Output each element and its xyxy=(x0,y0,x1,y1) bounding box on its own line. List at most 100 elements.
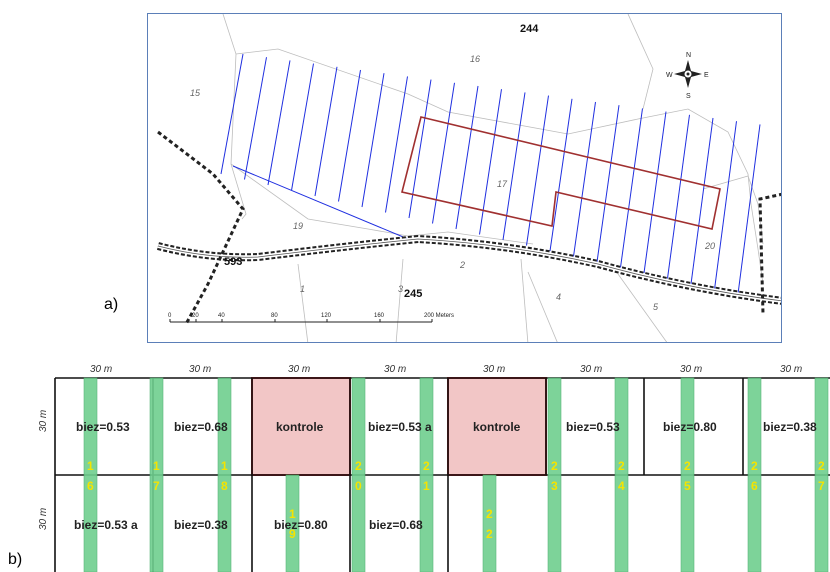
sample-strip xyxy=(149,377,164,572)
sample-strip xyxy=(747,377,762,572)
cultivation-strip-line xyxy=(244,57,267,180)
grid-lines xyxy=(54,377,830,572)
cultivation-strip-line xyxy=(361,73,385,208)
parcel-number-3: 3 xyxy=(398,284,403,294)
cultivation-strip-line xyxy=(267,60,291,186)
sample-strips xyxy=(83,377,829,572)
strip-number: 1 xyxy=(423,479,430,493)
plot-label: biez=0.38 xyxy=(174,518,228,532)
sample-strip xyxy=(217,377,232,572)
plot-label: biez=0.53 a xyxy=(368,420,432,434)
parcel-number-20: 20 xyxy=(704,241,715,251)
row-height-labels: 30 m 30 m xyxy=(38,410,49,530)
column-width-label: 30 m xyxy=(90,364,112,375)
strip-number: 4 xyxy=(618,479,625,493)
strip-number: 7 xyxy=(153,479,160,493)
strip-number: 3 xyxy=(551,479,558,493)
control-plot-2 xyxy=(447,377,547,476)
panel-label-a: a) xyxy=(104,296,119,313)
sample-strip xyxy=(351,377,366,572)
strip-numbers: 1 6 1 7 1 8 1 9 2 0 2 1 2 2 2 3 2 4 2 5 2 6 2 7 xyxy=(87,459,825,541)
cultivation-strip-line xyxy=(667,114,690,279)
sample-strip xyxy=(285,474,300,572)
strip-number: 2 xyxy=(618,459,625,473)
parcel-number-244: 244 xyxy=(520,23,539,35)
scale-tick-label: 0 xyxy=(168,313,172,319)
strip-number: 6 xyxy=(87,479,94,493)
cultivation-strip-line xyxy=(620,108,643,268)
cultivation-strip-line xyxy=(643,111,667,274)
strip-number: 2 xyxy=(751,459,758,473)
parcel-number-245: 245 xyxy=(404,288,422,300)
column-width-label: 30 m xyxy=(384,364,406,375)
strip-number: 2 xyxy=(551,459,558,473)
plot-label: biez=0.53 a xyxy=(74,518,138,532)
strip-number: 1 xyxy=(153,459,160,473)
plot-label: biez=0.53 xyxy=(76,420,130,434)
plot-label: biez=0.80 xyxy=(274,518,328,532)
scale-tick-label: 120 xyxy=(321,313,332,319)
strip-number: 1 xyxy=(221,459,228,473)
strip-number: 7 xyxy=(818,479,825,493)
road-branch-left xyxy=(157,130,245,325)
parcel-number-16: 16 xyxy=(470,54,480,64)
plot-label: biez=0.68 xyxy=(369,518,423,532)
compass-n: N xyxy=(686,52,691,59)
road-branch-right xyxy=(758,192,781,315)
plot-label: biez=0.38 xyxy=(763,420,817,434)
row-height-label: 30 m xyxy=(38,410,49,432)
parcel-number-17: 17 xyxy=(497,179,508,189)
parcel-number-2: 2 xyxy=(459,260,465,270)
column-width-label: 30 m xyxy=(189,364,211,375)
compass-e: E xyxy=(704,72,709,79)
cultivation-strips xyxy=(220,53,761,295)
scale-tick-label: 160 xyxy=(374,313,385,319)
column-width-label: 30 m xyxy=(483,364,505,375)
plot-label: kontrole xyxy=(473,420,521,434)
sample-strip xyxy=(680,377,695,572)
strip-number: 2 xyxy=(423,459,430,473)
sample-strip xyxy=(419,377,434,572)
parcel-number-19: 19 xyxy=(293,221,303,231)
cultivation-strip-line xyxy=(291,63,314,191)
strip-number: 5 xyxy=(684,479,691,493)
strip-number: 9 xyxy=(289,527,296,541)
strip-number: 2 xyxy=(486,507,493,521)
row-height-label: 30 m xyxy=(38,508,49,530)
map-canvas: 244 16 15 17 19 20 593 245 1 3 2 4 5 N S… xyxy=(156,14,781,342)
strip-number: 2 xyxy=(355,459,362,473)
parcel-number-5: 5 xyxy=(653,302,659,312)
scale-tick-label: 40 xyxy=(218,313,225,319)
scale-bar: 0 20 40 80 120 160 200 Meters xyxy=(168,313,454,323)
plot-label: biez=0.68 xyxy=(174,420,228,434)
column-width-label: 30 m xyxy=(580,364,602,375)
sample-strip xyxy=(814,377,829,572)
cultivation-strip-line xyxy=(385,76,408,213)
control-plot-outline xyxy=(401,116,721,230)
scale-tick-label: 20 xyxy=(192,313,199,319)
plot-label: biez=0.53 xyxy=(566,420,620,434)
scale-tick-label: 80 xyxy=(271,313,278,319)
parcel-number-1: 1 xyxy=(300,284,305,294)
cultivation-strip-line xyxy=(596,105,620,263)
sample-strip xyxy=(83,377,98,572)
cultivation-strip-line xyxy=(573,101,596,257)
cultivation-strip-line xyxy=(338,69,361,202)
sample-strip xyxy=(614,377,629,572)
parcel-boundaries xyxy=(222,14,764,342)
strip-number: 2 xyxy=(486,527,493,541)
road-main xyxy=(156,234,781,305)
control-plot-1 xyxy=(251,377,351,476)
panel-label-b: b) xyxy=(8,551,23,568)
strip-number: 8 xyxy=(221,479,228,493)
cultivation-strip-line xyxy=(737,124,761,295)
strip-number: 2 xyxy=(818,459,825,473)
cultivation-strip-line xyxy=(549,98,573,252)
scale-tick-label: 200 Meters xyxy=(424,313,454,319)
strip-number: 6 xyxy=(751,479,758,493)
parcel-number-15: 15 xyxy=(190,88,201,98)
column-width-label: 30 m xyxy=(288,364,310,375)
strip-number: 0 xyxy=(355,479,362,493)
parcel-number-593: 593 xyxy=(224,256,242,268)
strip-baseline xyxy=(232,165,409,240)
